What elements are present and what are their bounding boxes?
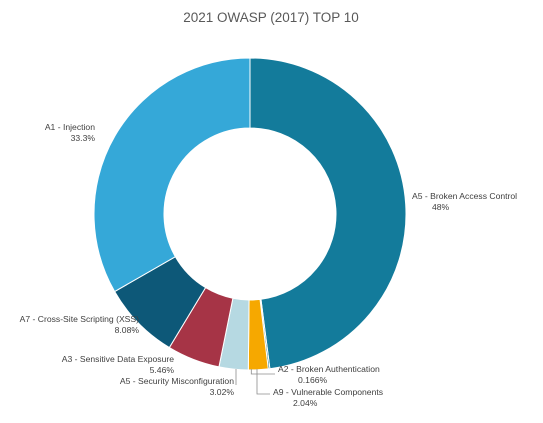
label-a7-cross-site-scripting-xss: A7 - Cross-Site Scripting (XSS) 8.08% (20, 314, 140, 335)
donut-slices (93, 57, 407, 371)
label-name: A9 - Vulnerable Components (273, 387, 383, 397)
label-name: A5 - Security Misconfiguration (120, 376, 234, 386)
label-name: A2 - Broken Authentication (278, 364, 380, 374)
label-name: A5 - Broken Access Control (412, 191, 517, 201)
label-value: 48% (432, 202, 450, 212)
label-value: 33.3% (71, 133, 96, 143)
label-value: 3.02% (210, 387, 235, 397)
slice-labels: A5 - Broken Access Control 48% A2 - Broken… (20, 122, 518, 408)
label-a5-security-misconfiguration: A5 - Security Misconfiguration 3.02% (120, 376, 235, 397)
label-a1-injection: A1 - Injection 33.3% (45, 122, 96, 143)
label-a2-broken-authentication: A2 - Broken Authentication 0.166% (278, 364, 380, 385)
label-a9-vulnerable-components: A9 - Vulnerable Components 2.04% (273, 387, 383, 408)
label-name: A1 - Injection (45, 122, 95, 132)
slice-a1-injection (93, 57, 251, 293)
label-a3-sensitive-data-exposure: A3 - Sensitive Data Exposure 5.46% (62, 354, 175, 375)
slice-a5-broken-access-control (249, 57, 407, 370)
label-value: 2.04% (293, 398, 318, 408)
leader-line-a9-vulnerable-components (256, 369, 270, 395)
label-name: A3 - Sensitive Data Exposure (62, 354, 174, 364)
label-value: 0.166% (298, 375, 328, 385)
label-a5-broken-access-control: A5 - Broken Access Control 48% (412, 191, 517, 212)
label-value: 5.46% (150, 365, 175, 375)
leader-line-a2-broken-authentication (250, 369, 275, 375)
chart-title: 2021 OWASP (2017) TOP 10 (183, 10, 359, 25)
label-name: A7 - Cross-Site Scripting (XSS) (20, 314, 140, 324)
label-value: 8.08% (115, 325, 140, 335)
label-leaders (235, 369, 275, 395)
